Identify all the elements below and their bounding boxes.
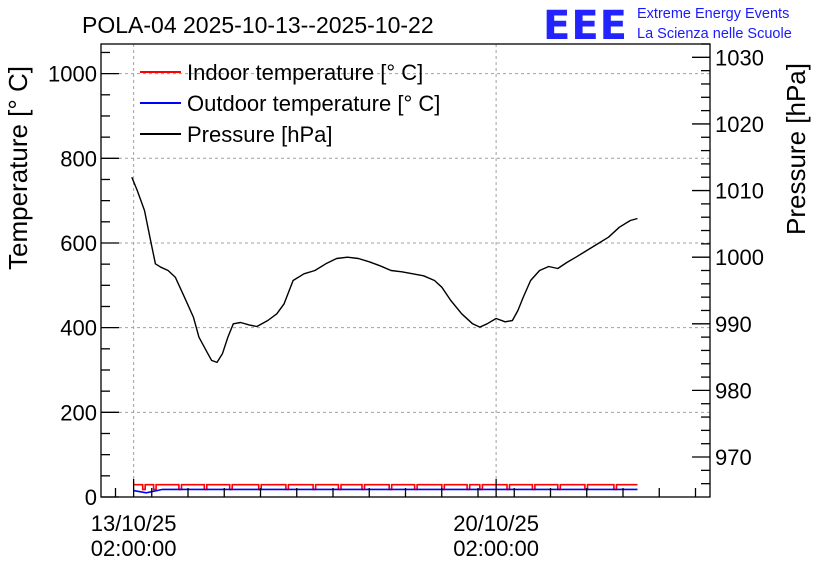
- eee-logo-line2: La Scienza nelle Scuole: [637, 26, 792, 42]
- y2-tick-label: 1030: [715, 45, 764, 70]
- y-tick-label: 600: [60, 231, 97, 256]
- y-tick-label: 400: [60, 316, 97, 341]
- x-tick-date-label: 20/10/25: [453, 511, 539, 536]
- chart-title: POLA-04 2025-10-13--2025-10-22: [82, 12, 434, 38]
- series-layer: [131, 176, 638, 494]
- eee-logo-mark: EEE: [543, 3, 628, 49]
- axis-layer: 0 200 400 600 800 1000 970 980 990 1000 1010 1020 10…: [48, 43, 764, 561]
- y2-tick-label: 1020: [715, 112, 764, 137]
- outdoor-temperature-line: [133, 488, 638, 494]
- x-tick-date-label: 13/10/25: [91, 511, 177, 536]
- y-tick-label: 200: [60, 400, 97, 425]
- legend: Indoor temperature [° C] Outdoor temperat…: [140, 60, 440, 147]
- eee-logo: EEE Extreme Energy Events La Scienza nel…: [543, 3, 792, 49]
- pressure-line: [131, 176, 638, 364]
- x-tick-time-label: 02:00:00: [453, 536, 539, 561]
- x-tick-time-label: 02:00:00: [91, 536, 177, 561]
- indoor-temperature-line: [133, 483, 638, 491]
- y2-tick-label: 1000: [715, 245, 764, 270]
- y-tick-label: 0: [85, 485, 97, 510]
- y2-tick-label: 990: [715, 312, 752, 337]
- legend-label: Indoor temperature [° C]: [187, 60, 423, 85]
- y2-tick-label: 980: [715, 378, 752, 403]
- eee-logo-line1: Extreme Energy Events: [637, 6, 789, 22]
- legend-label: Outdoor temperature [° C]: [187, 91, 440, 116]
- legend-label: Pressure [hPa]: [187, 122, 333, 147]
- y-axis-title: Temperature [° C]: [3, 66, 33, 270]
- y-tick-label: 800: [60, 146, 97, 171]
- y2-tick-label: 1010: [715, 179, 764, 204]
- y-tick-label: 1000: [48, 62, 97, 87]
- y2-tick-label: 970: [715, 445, 752, 470]
- y2-axis-title: Pressure [hPa]: [781, 63, 811, 235]
